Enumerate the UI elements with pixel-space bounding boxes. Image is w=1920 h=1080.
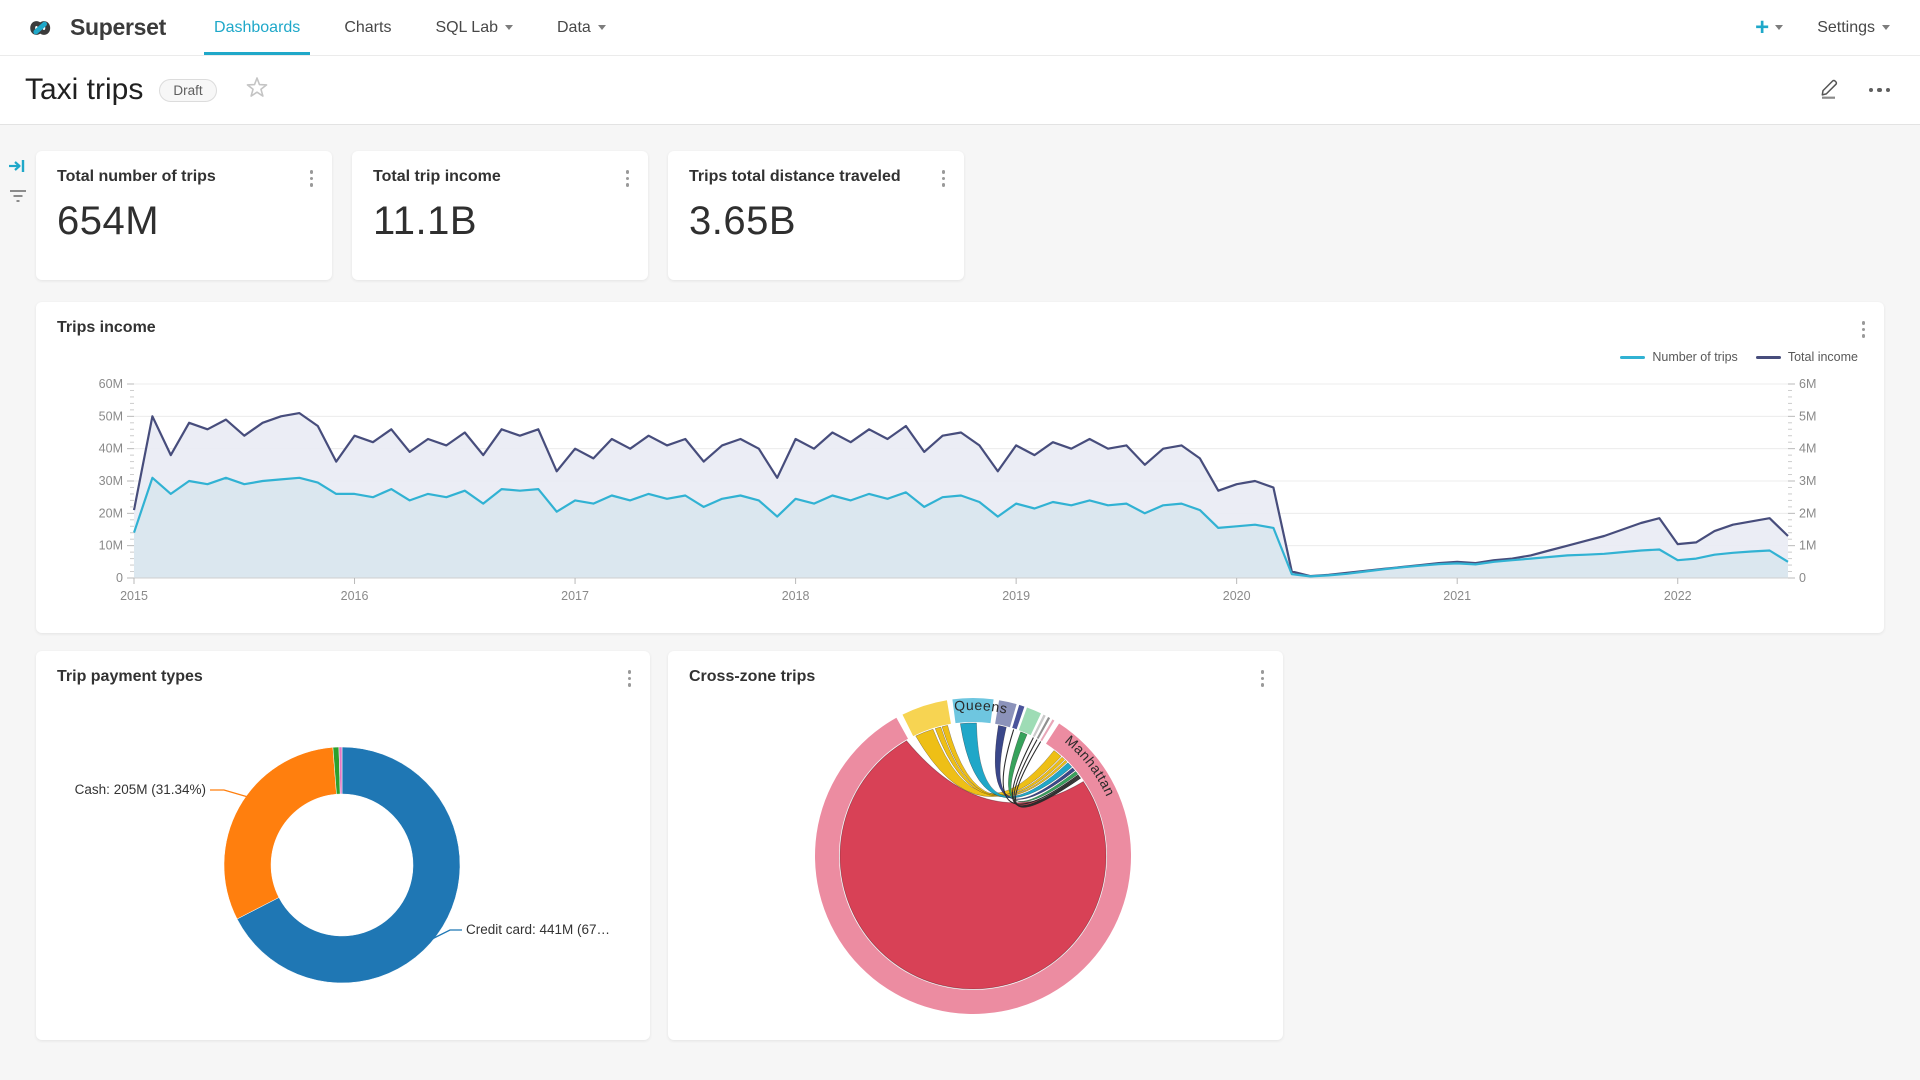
svg-text:2016: 2016 (341, 589, 369, 603)
svg-text:2022: 2022 (1664, 589, 1692, 603)
kpi-card-total-trips: Total number of trips 654M (36, 151, 332, 280)
svg-text:10M: 10M (99, 539, 123, 553)
kpi-title: Trips total distance traveled (689, 168, 901, 185)
cross-zone-trips-panel: Cross-zone trips Queens Manhattan (668, 651, 1283, 1040)
status-badge: Draft (159, 78, 217, 102)
superset-logo[interactable]: Superset (0, 0, 192, 55)
main-nav: Dashboards Charts SQL Lab Data (192, 0, 628, 55)
more-actions-icon[interactable] (1868, 87, 1890, 93)
chevron-down-icon (1882, 25, 1890, 30)
chevron-down-icon (505, 25, 513, 30)
navbar: Superset Dashboards Charts SQL Lab Data … (0, 0, 1920, 56)
superset-infinity-icon (30, 20, 51, 35)
panel-title: Trip payment types (57, 668, 203, 685)
kpi-title: Total trip income (373, 168, 501, 185)
panel-title: Cross-zone trips (689, 668, 816, 685)
svg-text:2020: 2020 (1223, 589, 1251, 603)
svg-text:30M: 30M (99, 474, 123, 488)
chart-options-kebab-icon[interactable] (1859, 318, 1869, 341)
plus-icon: + (1755, 13, 1770, 41)
kpi-card-trip-income: Total trip income 11.1B (352, 151, 648, 280)
chart-options-kebab-icon[interactable] (939, 167, 949, 190)
svg-text:2021: 2021 (1443, 589, 1471, 603)
dashboard-header: Taxi trips Draft (0, 56, 1920, 125)
chart-options-kebab-icon[interactable] (307, 167, 317, 190)
svg-text:50M: 50M (99, 409, 123, 423)
legend-number-of-trips[interactable]: Number of trips (1620, 350, 1738, 364)
svg-text:1M: 1M (1799, 539, 1816, 553)
svg-text:2018: 2018 (782, 589, 810, 603)
chart-legend: Number of trips Total income (1620, 350, 1858, 364)
trips-income-line-chart[interactable]: 0 10M 20M 30M 40M 50M 60M 0 1M 2M 3M 4M 5M 6M 2015 2016… (52, 374, 1860, 624)
edit-pencil-icon[interactable] (1819, 76, 1841, 104)
nav-charts[interactable]: Charts (344, 18, 392, 36)
chart-options-kebab-icon[interactable] (1258, 667, 1268, 690)
svg-text:40M: 40M (99, 442, 123, 456)
page-title: Taxi trips (25, 73, 144, 106)
favorite-star-icon[interactable] (245, 76, 269, 105)
chart-options-kebab-icon[interactable] (625, 667, 635, 690)
payment-types-donut-chart[interactable]: Cash: 205M (31.34%) Credit card: 441M (67… (36, 697, 650, 1032)
svg-text:60M: 60M (99, 377, 123, 391)
settings-menu[interactable]: Settings (1817, 19, 1890, 37)
kpi-title: Total number of trips (57, 168, 216, 185)
svg-text:2017: 2017 (561, 589, 589, 603)
nav-sql-lab[interactable]: SQL Lab (413, 0, 535, 55)
svg-text:20M: 20M (99, 506, 123, 520)
svg-text:0: 0 (1799, 571, 1806, 585)
svg-text:0: 0 (116, 571, 123, 585)
svg-text:Credit card: 441M (67…: Credit card: 441M (67… (466, 922, 610, 937)
svg-text:4M: 4M (1799, 442, 1816, 456)
legend-swatch (1620, 355, 1646, 359)
trips-income-panel: Trips income Number of trips Total incom… (36, 302, 1884, 633)
chevron-down-icon (1775, 25, 1784, 30)
svg-text:3M: 3M (1799, 474, 1816, 488)
kpi-value: 3.65B (689, 199, 797, 243)
nav-data[interactable]: Data (535, 0, 628, 55)
header-actions (1819, 76, 1890, 104)
filter-list-icon[interactable] (7, 187, 29, 210)
kpi-card-total-distance: Trips total distance traveled 3.65B (668, 151, 964, 280)
legend-total-income[interactable]: Total income (1755, 350, 1858, 364)
chart-options-kebab-icon[interactable] (623, 167, 633, 190)
navbar-right: + Settings (1755, 0, 1920, 55)
svg-text:6M: 6M (1799, 377, 1816, 391)
svg-text:2M: 2M (1799, 506, 1816, 520)
svg-text:2015: 2015 (120, 589, 148, 603)
svg-text:2019: 2019 (1002, 589, 1030, 603)
panel-title: Trips income (57, 319, 156, 336)
expand-filters-icon[interactable] (7, 157, 27, 180)
brand-name: Superset (70, 14, 167, 40)
kpi-value: 654M (57, 199, 160, 243)
svg-text:Cash: 205M (31.34%): Cash: 205M (31.34%) (75, 782, 206, 797)
chevron-down-icon (597, 25, 606, 30)
kpi-value: 11.1B (373, 199, 478, 243)
svg-text:5M: 5M (1799, 409, 1816, 423)
legend-swatch (1755, 355, 1781, 359)
trip-payment-types-panel: Trip payment types Cash: 205M (31.34%) Cr… (36, 651, 650, 1040)
new-item-button[interactable]: + (1755, 13, 1784, 41)
nav-dashboards[interactable]: Dashboards (192, 0, 322, 55)
svg-text:Queens: Queens (953, 697, 1009, 717)
filter-bar-collapsed (0, 125, 34, 1080)
